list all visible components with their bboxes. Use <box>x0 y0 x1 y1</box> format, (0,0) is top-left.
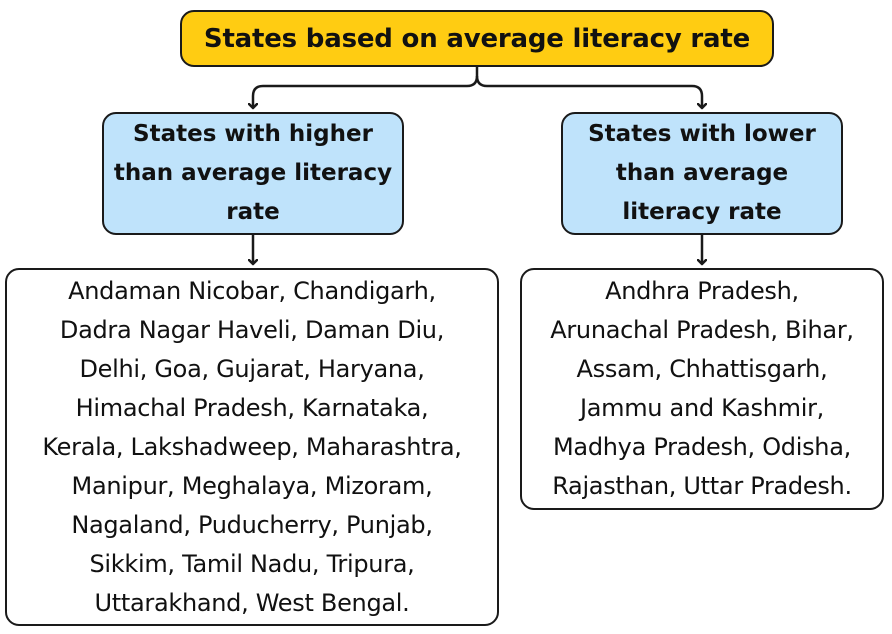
state-list-line: Nagaland, Puducherry, Punjab, <box>71 510 433 539</box>
category-higher-label: States with higher than average literacy… <box>114 115 392 232</box>
root-node: States based on average literacy rate <box>180 10 774 67</box>
state-list-line: Rajasthan, Uttar Pradesh. <box>552 472 852 500</box>
state-list-line: Uttarakhand, West Bengal. <box>94 588 410 617</box>
state-list-line: Andhra Pradesh, <box>605 277 799 305</box>
root-connector <box>253 67 479 108</box>
category-lower-label: States with lower than average literacy … <box>588 115 816 232</box>
category-higher-label-line: than average literacy <box>113 160 393 186</box>
state-list-line: Assam, Chhattisgarh, <box>576 355 828 383</box>
root-connector-right <box>475 75 702 108</box>
category-higher-label-line: States with higher <box>133 121 373 147</box>
state-list-line: Himachal Pradesh, Karnataka, <box>75 393 429 422</box>
state-list-line: Jammu and Kashmir, <box>579 394 825 422</box>
category-lower-label-line: States with lower <box>588 121 816 147</box>
state-list-line: Manipur, Meghalaya, Mizoram, <box>71 471 433 500</box>
lower-states-text: Andhra Pradesh, Arunachal Pradesh, Bihar… <box>550 272 854 506</box>
state-list-line: Arunachal Pradesh, Bihar, <box>550 316 854 344</box>
higher-states-list: Andaman Nicobar, Chandigarh, Dadra Nagar… <box>5 268 499 626</box>
lower-states-list: Andhra Pradesh, Arunachal Pradesh, Bihar… <box>520 268 884 510</box>
category-higher-than-average: States with higher than average literacy… <box>102 112 404 235</box>
state-list-line: Delhi, Goa, Gujarat, Haryana, <box>79 354 425 383</box>
root-node-label: States based on average literacy rate <box>203 23 751 54</box>
state-list-line: Dadra Nagar Haveli, Daman Diu, <box>59 315 445 344</box>
state-list-line: Sikkim, Tamil Nadu, Tripura, <box>89 549 415 578</box>
higher-states-text: Andaman Nicobar, Chandigarh, Dadra Nagar… <box>42 272 461 623</box>
category-lower-label-line: literacy rate <box>622 199 782 225</box>
state-list-line: Andaman Nicobar, Chandigarh, <box>68 276 436 305</box>
category-higher-label-line: rate <box>226 199 280 225</box>
state-list-line: Madhya Pradesh, Odisha, <box>553 433 851 461</box>
category-lower-than-average: States with lower than average literacy … <box>561 112 843 235</box>
category-lower-label-line: than average <box>615 160 789 186</box>
state-list-line: Kerala, Lakshadweep, Maharashtra, <box>42 432 462 461</box>
